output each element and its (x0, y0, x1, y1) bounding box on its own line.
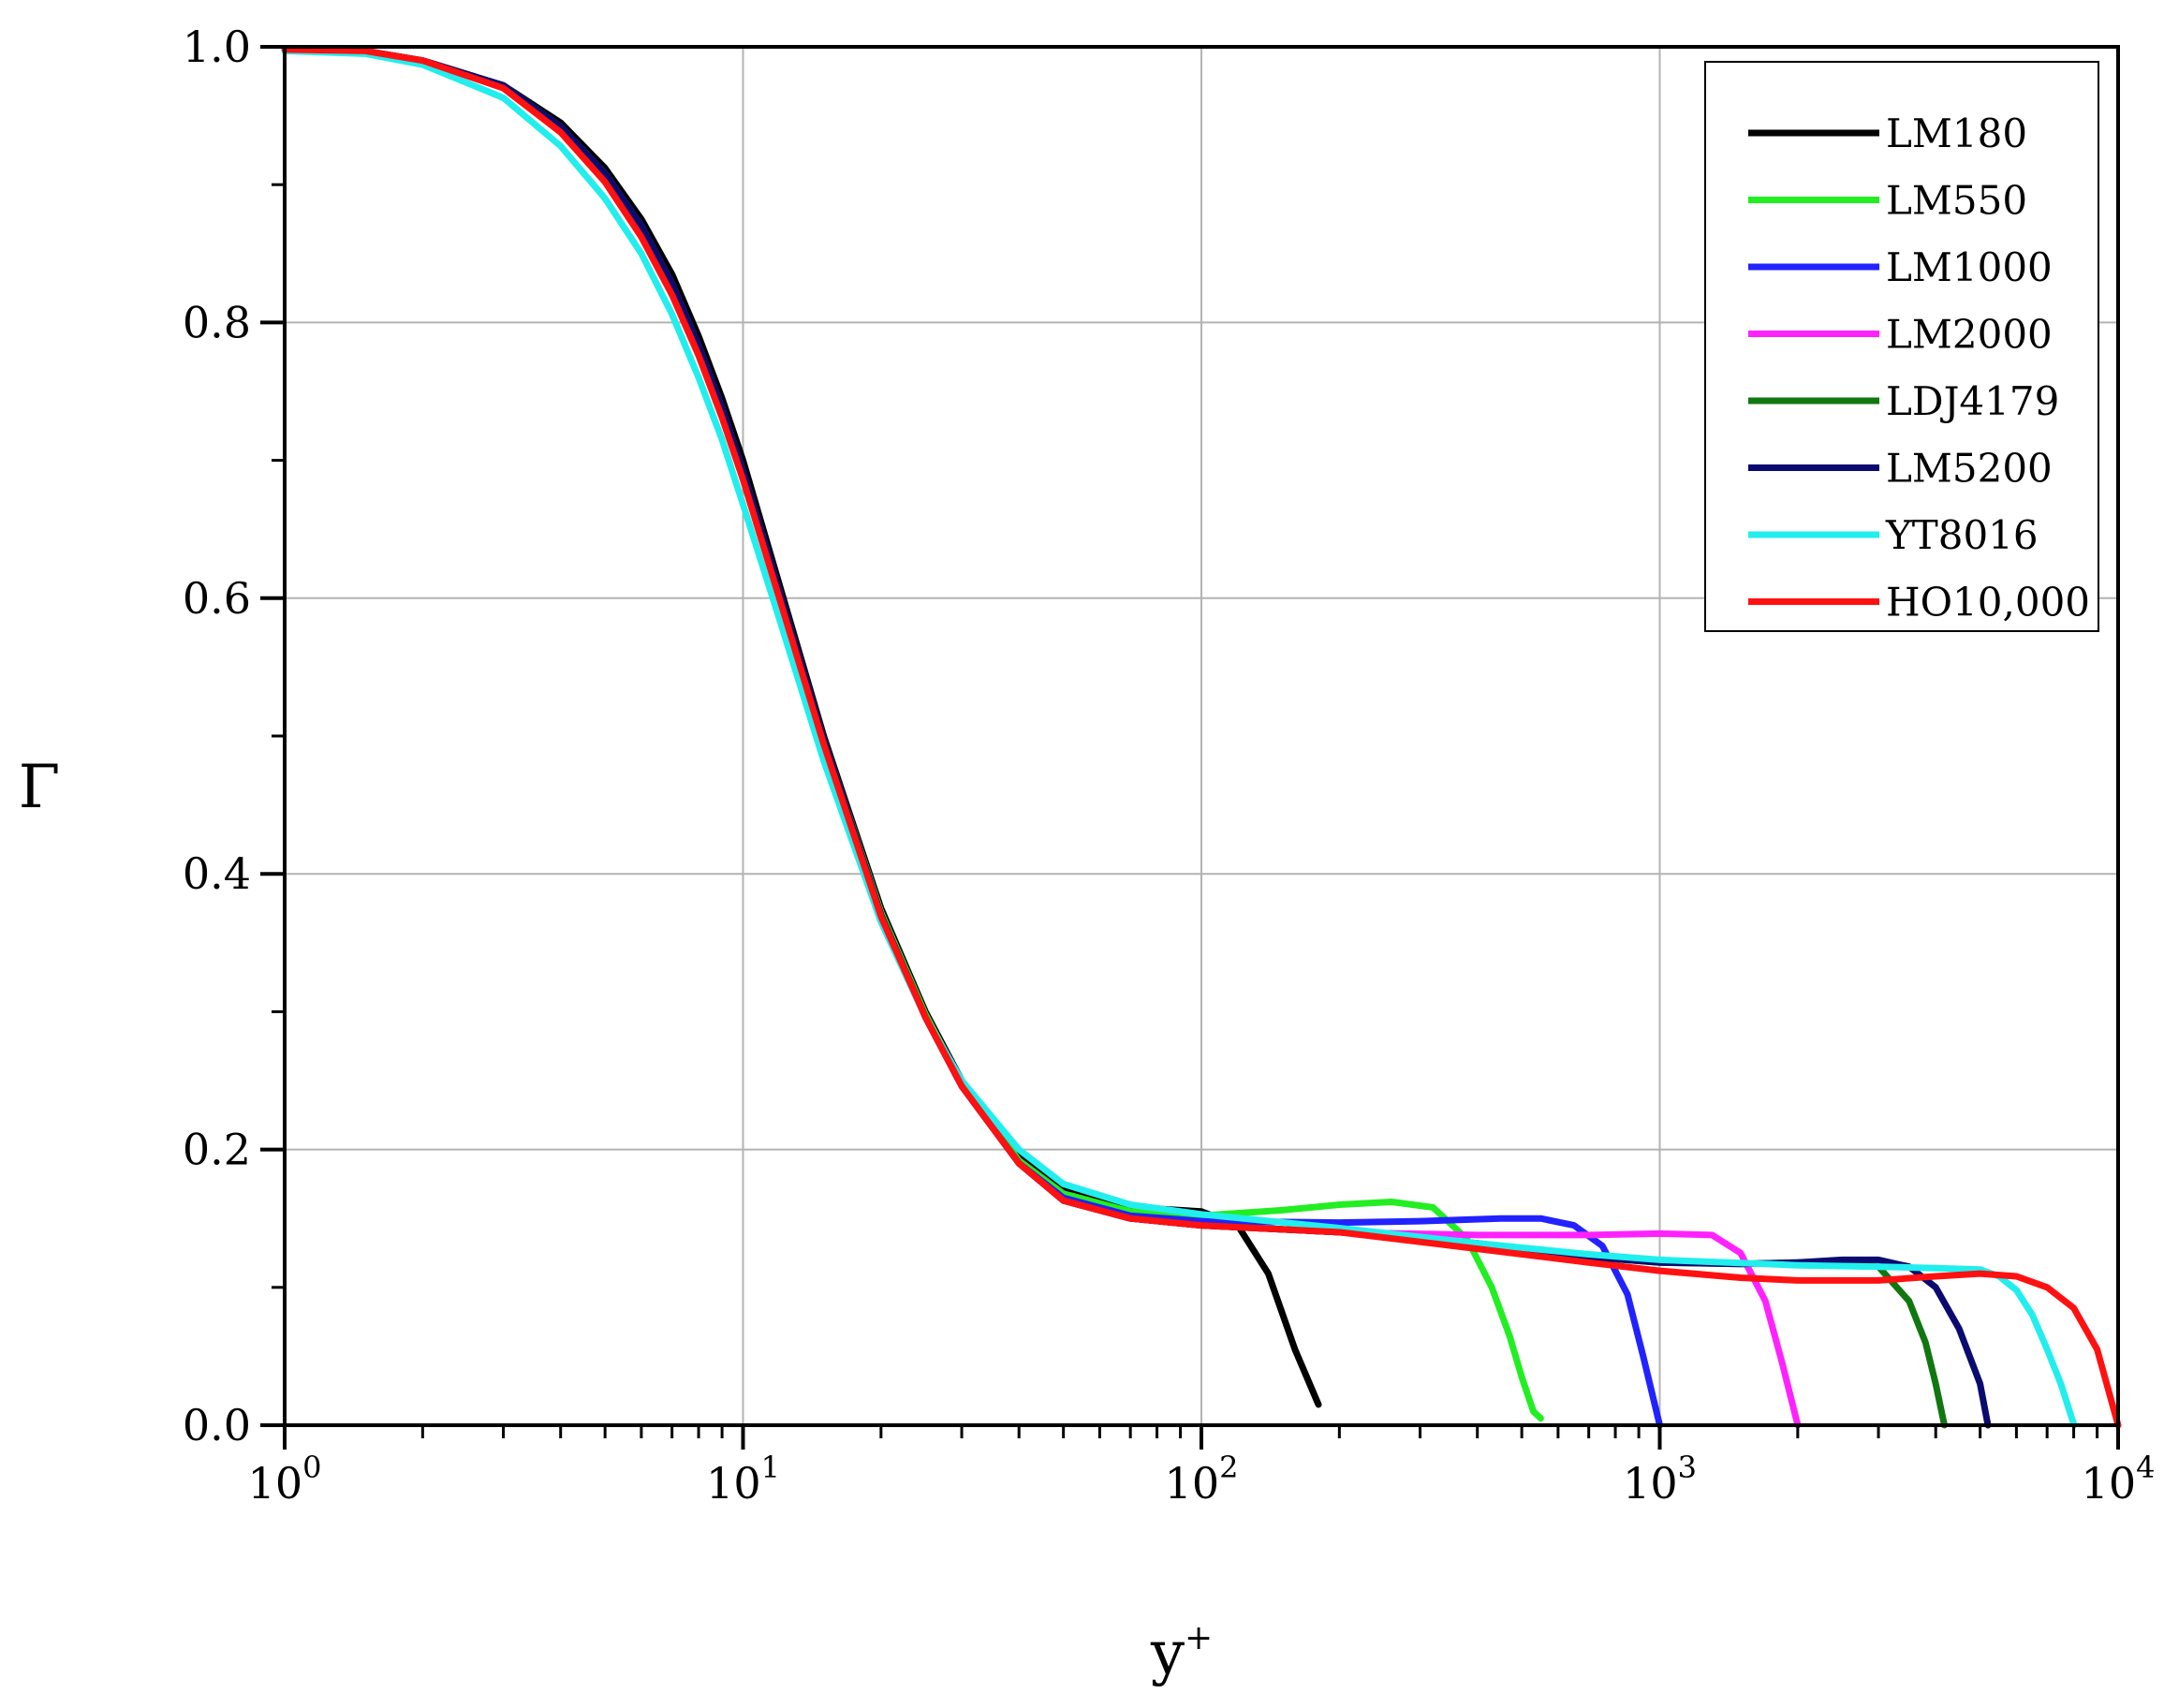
x-tick-label-exp: 1 (761, 1450, 780, 1485)
y-axis-title: Γ (19, 753, 60, 822)
x-tick-label: 102 (1165, 1450, 1239, 1509)
legend-label: LDJ4179 (1886, 378, 2059, 424)
x-tick-label-base: 10 (706, 1458, 761, 1509)
x-tick-label-exp: 4 (2136, 1450, 2155, 1485)
x-axis-title-sup: + (1185, 1619, 1213, 1657)
y-tick-label: 0.6 (183, 573, 251, 624)
legend-label: LM1000 (1886, 244, 2053, 290)
x-tick-label: 101 (706, 1450, 780, 1509)
x-tick-label-base: 10 (1165, 1458, 1220, 1509)
x-tick-label: 104 (2082, 1450, 2156, 1509)
legend-label: LM180 (1886, 110, 2027, 156)
legend-label: LM2000 (1886, 312, 2053, 358)
x-tick-label-exp: 2 (1219, 1450, 1238, 1485)
x-tick-label-base: 10 (248, 1458, 303, 1509)
legend: LM180 LM550 LM1000 LM2000 LDJ4179 LM5200 YT801… (1704, 61, 2099, 632)
legend-label: LM5200 (1886, 446, 2053, 492)
x-axis-title-base: y (1150, 1619, 1185, 1688)
x-tick-label-base: 10 (2082, 1458, 2137, 1509)
y-tick-label: 1.0 (183, 22, 251, 72)
x-axis-title: y+ (1150, 1619, 1213, 1688)
y-tick-label: 0.8 (183, 297, 251, 347)
x-tick-label-base: 10 (1623, 1458, 1678, 1509)
y-tick-label: 0.0 (183, 1400, 251, 1450)
series-group (281, 46, 2122, 1429)
axes (260, 45, 2120, 1450)
series-line-ho10000 (281, 46, 2122, 1429)
x-tick-label-exp: 3 (1678, 1450, 1697, 1485)
legend-label: HO10,000 (1886, 580, 2090, 626)
y-tick-label: 0.4 (183, 848, 251, 899)
legend-label: YT8016 (1885, 512, 2039, 558)
x-tick-label-exp: 0 (302, 1450, 321, 1485)
x-tick-label: 100 (248, 1450, 322, 1509)
y-tick-label: 0.2 (183, 1125, 251, 1175)
legend-label: LM550 (1886, 178, 2027, 224)
x-tick-label: 103 (1623, 1450, 1697, 1509)
